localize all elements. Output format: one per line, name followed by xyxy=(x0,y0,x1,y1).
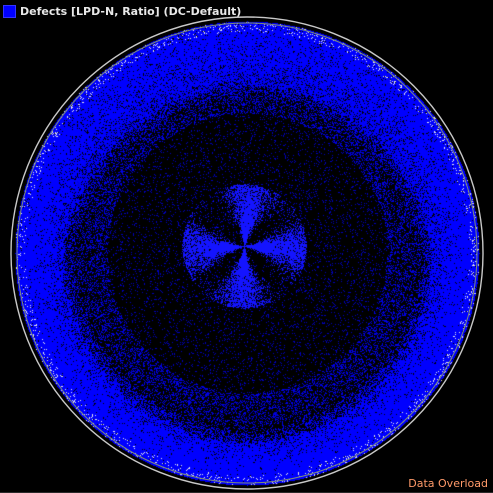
data-overload-status: Data Overload xyxy=(408,477,488,490)
legend-label: Defects [LPD-N, Ratio] (DC-Default) xyxy=(20,4,242,18)
legend-swatch xyxy=(3,4,16,18)
legend: Defects [LPD-N, Ratio] (DC-Default) xyxy=(3,2,241,20)
